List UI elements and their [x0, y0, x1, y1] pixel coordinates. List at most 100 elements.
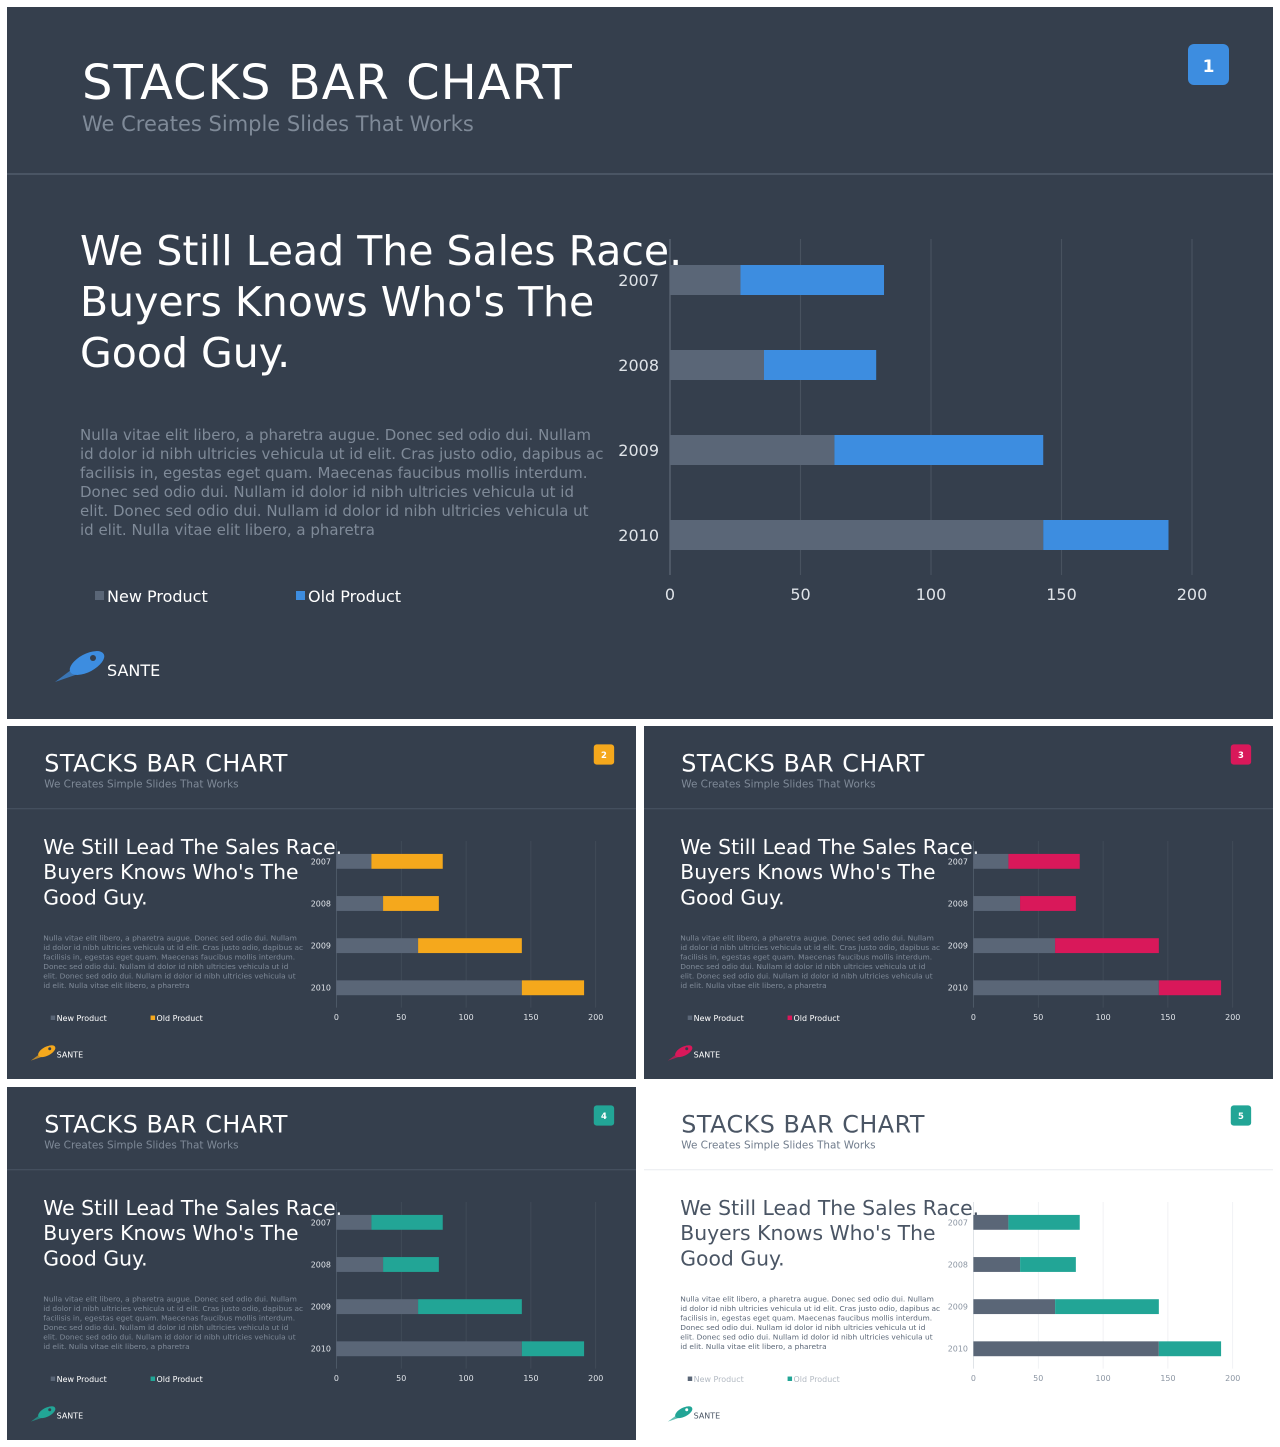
bar-old-product — [1008, 853, 1080, 869]
rocket-logo-window — [48, 1408, 52, 1412]
bar-new-product — [670, 520, 1044, 550]
bar-new-product — [336, 1299, 419, 1315]
body-text-line: elit. Donec sed odio dui. Nullam id dolo… — [680, 1332, 932, 1341]
bar-old-product — [371, 1214, 443, 1230]
slide-subtitle: We Creates Simple Slides That Works — [681, 1139, 875, 1151]
legend-swatch-old-product — [787, 1015, 793, 1021]
bar-old-product — [1055, 938, 1159, 954]
legend-label-old-product: Old Product — [157, 1014, 203, 1023]
headline-line: We Still Lead The Sales Race. — [680, 1196, 979, 1220]
x-tick-label: 150 — [1160, 1374, 1175, 1383]
body-text-line: elit. Donec sed odio dui. Nullam id dolo… — [43, 971, 295, 980]
bar-old-product — [1043, 520, 1169, 550]
slide-number: 3 — [1238, 750, 1244, 760]
slide-3: STACKS BAR CHART We Creates Simple Slides… — [644, 726, 1273, 1079]
logo-text: SANTE — [57, 1412, 83, 1421]
logo-text: SANTE — [694, 1412, 720, 1421]
bar-old-product — [834, 435, 1044, 465]
bar-old-product — [1020, 896, 1076, 911]
legend-swatch-old-product — [150, 1376, 156, 1382]
y-tick-label: 2009 — [311, 1303, 331, 1312]
body-text-line: id dolor id nibh ultricies vehicula ut i… — [680, 1304, 940, 1313]
x-tick-label: 100 — [916, 585, 947, 604]
slide-number: 2 — [601, 750, 607, 760]
slide-title: STACKS BAR CHART — [82, 55, 573, 111]
bar-new-product — [973, 1214, 1009, 1230]
rocket-logo-icon — [667, 1406, 693, 1422]
bar-new-product — [670, 435, 835, 465]
body-text-line: id elit. Nulla vitae elit libero, a phar… — [680, 1342, 826, 1351]
legend-swatch-new-product — [687, 1376, 693, 1382]
x-tick-label: 100 — [1095, 1374, 1110, 1383]
x-tick-label: 100 — [458, 1013, 473, 1022]
body-text-line: Donec sed odio dui. Nullam id dolor id n… — [43, 1323, 288, 1332]
x-tick-label: 200 — [588, 1374, 603, 1383]
x-tick-label: 200 — [1177, 585, 1208, 604]
x-tick-label: 150 — [1160, 1013, 1175, 1022]
x-tick-label: 200 — [1225, 1013, 1240, 1022]
y-tick-label: 2010 — [948, 984, 968, 993]
slide-number-badge — [593, 744, 615, 765]
body-text-line: facilisis in, egestas eget quam. Maecena… — [43, 1314, 295, 1323]
y-tick-label: 2007 — [311, 857, 331, 866]
rocket-logo-icon — [667, 1045, 693, 1061]
headline-line: Good Guy. — [680, 1247, 784, 1271]
y-tick-label: 2008 — [948, 899, 968, 908]
bar-new-product — [973, 938, 1056, 954]
bar-old-product — [1158, 1341, 1222, 1357]
x-tick-label: 50 — [396, 1374, 406, 1383]
slide-number-badge — [1230, 1105, 1252, 1126]
slide-title: STACKS BAR CHART — [681, 1111, 925, 1139]
body-text-line: id dolor id nibh ultricies vehicula ut i… — [680, 943, 940, 952]
legend-label-new-product: New Product — [57, 1014, 107, 1023]
body-text-line: Nulla vitae elit libero, a pharetra augu… — [43, 1295, 297, 1304]
x-tick-label: 200 — [1225, 1374, 1240, 1383]
body-text-line: elit. Donec sed odio dui. Nullam id dolo… — [80, 502, 589, 520]
body-text-line: Nulla vitae elit libero, a pharetra augu… — [43, 934, 297, 943]
y-tick-label: 2009 — [311, 942, 331, 951]
bar-new-product — [670, 265, 741, 295]
headline-line: We Still Lead The Sales Race. — [80, 227, 682, 275]
x-tick-label: 50 — [790, 585, 810, 604]
body-text-line: id dolor id nibh ultricies vehicula ut i… — [43, 943, 303, 952]
slide-title: STACKS BAR CHART — [44, 1111, 288, 1139]
bar-old-product — [1020, 1257, 1076, 1272]
body-text-line: Nulla vitae elit libero, a pharetra augu… — [680, 1295, 934, 1304]
slide-number-badge — [1230, 744, 1252, 765]
logo-text: SANTE — [57, 1051, 83, 1060]
legend-label-new-product: New Product — [57, 1375, 107, 1384]
x-tick-label: 0 — [971, 1374, 976, 1383]
bar-old-product — [418, 1299, 522, 1315]
slide-number-badge — [593, 1105, 615, 1126]
slide-number: 4 — [601, 1111, 607, 1121]
slide-4: STACKS BAR CHART We Creates Simple Slides… — [7, 1087, 636, 1440]
legend-swatch-old-product — [787, 1376, 793, 1382]
slide-subtitle: We Creates Simple Slides That Works — [681, 778, 875, 790]
y-tick-label: 2008 — [311, 899, 331, 908]
x-tick-label: 150 — [523, 1374, 538, 1383]
rocket-logo-icon — [55, 651, 105, 682]
headline-line: Buyers Knows Who's The — [43, 860, 298, 884]
bar-new-product — [973, 853, 1009, 869]
slide-title: STACKS BAR CHART — [44, 750, 288, 778]
body-text-line: id elit. Nulla vitae elit libero, a phar… — [80, 521, 375, 539]
bar-old-product — [521, 980, 585, 996]
headline-line: Good Guy. — [80, 329, 290, 377]
bar-old-product — [763, 350, 877, 380]
legend-swatch-new-product — [50, 1376, 56, 1382]
body-text-line: id elit. Nulla vitae elit libero, a phar… — [43, 1342, 189, 1351]
body-text-line: Nulla vitae elit libero, a pharetra augu… — [80, 426, 591, 444]
body-text-line: Donec sed odio dui. Nullam id dolor id n… — [680, 962, 925, 971]
bar-old-product — [1158, 980, 1222, 996]
x-tick-label: 200 — [588, 1013, 603, 1022]
legend-label-new-product: New Product — [107, 587, 208, 606]
bar-old-product — [383, 1257, 439, 1272]
x-tick-label: 0 — [334, 1013, 339, 1022]
x-tick-label: 0 — [665, 585, 675, 604]
body-text-line: id dolor id nibh ultricies vehicula ut i… — [43, 1304, 303, 1313]
y-tick-label: 2010 — [948, 1345, 968, 1354]
